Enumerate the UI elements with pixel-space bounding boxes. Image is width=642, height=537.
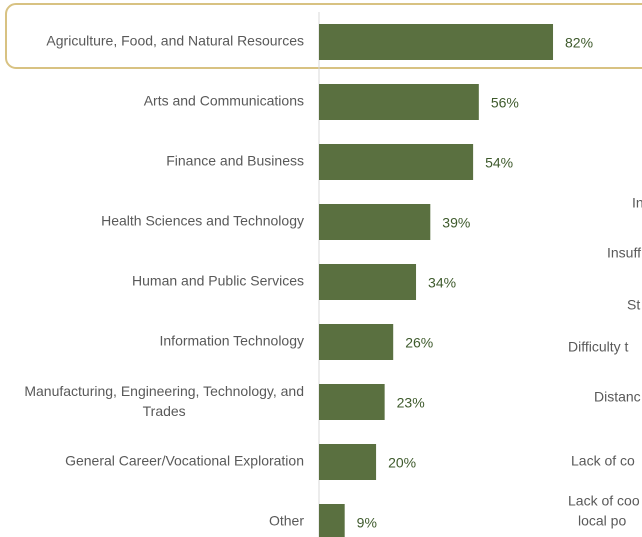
bar (319, 384, 385, 420)
category-label: Human and Public Services (132, 273, 304, 289)
category-label: Finance and Business (166, 153, 304, 169)
clipped-label: Lack of coo (568, 493, 640, 509)
bar (319, 144, 474, 180)
clipped-label: Difficulty t (568, 339, 629, 355)
category-label: General Career/Vocational Exploration (65, 453, 304, 469)
value-label: 39% (442, 215, 470, 231)
bar (319, 324, 394, 360)
category-label: Health Sciences and Technology (101, 213, 304, 229)
category-label: Other (269, 513, 304, 529)
clipped-label: local po (578, 513, 626, 529)
bar (319, 24, 554, 60)
bar (319, 264, 417, 300)
clipped-label: Lack of co (571, 453, 635, 469)
bar (319, 204, 431, 240)
value-label: 54% (485, 155, 513, 171)
bar (319, 504, 345, 537)
highlight-frame (5, 3, 642, 69)
value-label: 9% (357, 515, 377, 531)
clipped-label: Distanc (594, 389, 641, 405)
value-label: 23% (397, 395, 425, 411)
bar (319, 84, 479, 120)
value-label: 82% (565, 35, 593, 51)
value-label: 26% (405, 335, 433, 351)
category-label: Manufacturing, Engineering, Technology, … (24, 383, 304, 419)
category-label: Arts and Communications (144, 93, 304, 109)
clipped-label: Insuff (607, 245, 641, 261)
category-label: Information Technology (160, 333, 305, 349)
bar (319, 444, 377, 480)
value-label: 56% (491, 95, 519, 111)
value-label: 20% (388, 455, 416, 471)
clipped-label: St (627, 297, 640, 313)
value-label: 34% (428, 275, 456, 291)
clipped-label: In (632, 195, 642, 211)
category-label: Agriculture, Food, and Natural Resources (46, 33, 304, 49)
